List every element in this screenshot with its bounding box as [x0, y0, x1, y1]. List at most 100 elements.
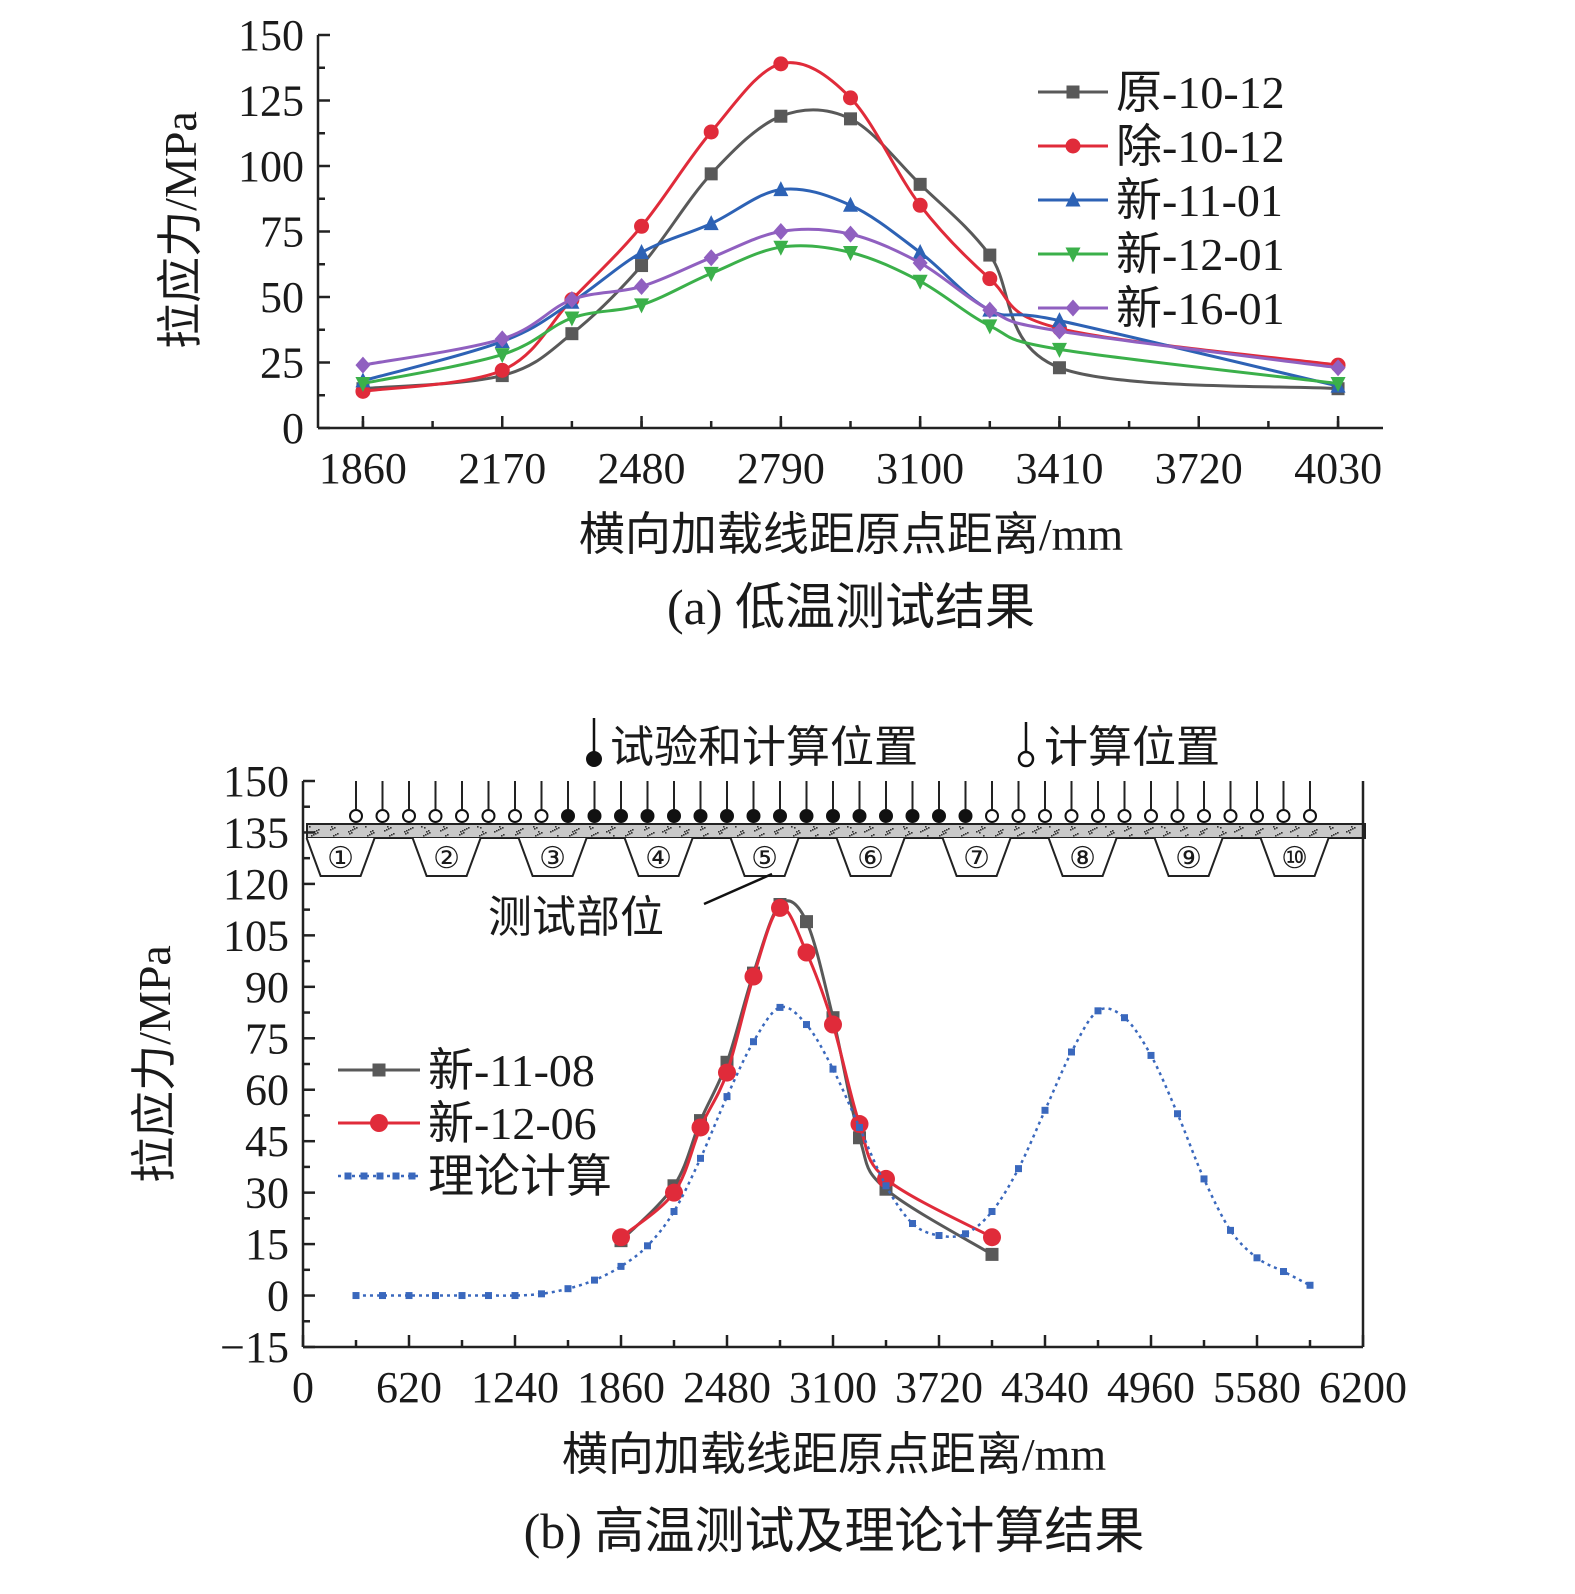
y-tick-label-a: 75	[260, 208, 304, 257]
deck-texture	[944, 830, 946, 832]
deck-texture	[408, 829, 410, 831]
deck-texture	[904, 828, 906, 830]
deck-texture	[1295, 826, 1297, 828]
deck-texture	[1072, 828, 1074, 830]
data-point-b-2-13	[697, 1154, 704, 1162]
deck-texture	[816, 827, 818, 829]
deck-texture	[1144, 831, 1146, 833]
data-point-a-3-9	[1051, 342, 1067, 358]
data-point-a-3-4	[703, 266, 719, 282]
deck-texture	[739, 834, 741, 836]
data-point-a-0-3	[635, 259, 649, 273]
calc-position-pin	[349, 809, 363, 823]
x-tick-label-b: 2480	[683, 1363, 771, 1412]
deck-texture	[679, 826, 681, 828]
x-tick-label-a: 3410	[1015, 444, 1103, 493]
calc-position-pin	[481, 809, 496, 823]
deck-texture	[1018, 827, 1020, 829]
deck-texture	[670, 827, 672, 829]
calc-position-pin	[1011, 809, 1026, 823]
test-position-pin	[932, 809, 946, 823]
deck-texture	[726, 827, 728, 829]
deck-texture	[428, 830, 430, 832]
y-tick-label-b: 60	[245, 1066, 289, 1115]
deck-texture	[1199, 834, 1201, 836]
data-point-b-2-21	[909, 1220, 916, 1228]
deck-texture	[629, 833, 631, 835]
deck-texture	[737, 835, 739, 837]
rib-label: ⑦	[963, 842, 990, 875]
deck-texture	[1332, 827, 1334, 829]
deck-texture	[1001, 832, 1003, 834]
series-a-4	[355, 223, 1346, 377]
deck-texture	[1200, 831, 1202, 833]
deck-texture	[834, 829, 836, 831]
deck-texture	[719, 833, 721, 835]
deck-texture	[778, 829, 780, 831]
deck-texture	[1014, 829, 1016, 831]
deck-texture	[887, 833, 889, 835]
deck-texture	[651, 833, 653, 835]
deck-texture	[1276, 827, 1278, 829]
deck-texture	[1180, 830, 1182, 832]
deck-texture	[406, 830, 408, 832]
deck-texture	[1201, 833, 1203, 835]
deck-texture	[903, 826, 905, 828]
deck-texture	[763, 833, 765, 835]
deck-texture	[798, 830, 800, 832]
deck-texture	[407, 832, 409, 834]
deck-texture	[684, 831, 686, 833]
y-tick-label-a: 0	[282, 404, 304, 453]
calc-position-pin	[985, 809, 999, 823]
deck-texture	[688, 829, 690, 831]
deck-texture	[847, 826, 849, 828]
data-point-a-2-4	[703, 215, 719, 231]
data-point-a-1-7	[912, 197, 928, 213]
data-point-a-1-1	[494, 362, 510, 378]
deck-texture	[720, 830, 722, 832]
data-point-b-2-7	[538, 1290, 545, 1298]
series-a-line-0	[362, 108, 1339, 391]
deck-texture	[425, 834, 427, 836]
deck-texture	[1037, 826, 1039, 828]
deck-texture	[774, 831, 776, 833]
deck-texture	[1035, 832, 1037, 834]
deck-texture	[978, 830, 980, 832]
deck-texture	[662, 831, 664, 833]
data-point-a-3-2	[564, 311, 580, 327]
deck-texture	[831, 833, 833, 835]
series-a-line-1	[362, 61, 1339, 393]
deck-texture	[759, 835, 761, 837]
deck-texture	[501, 835, 503, 837]
series-a-3	[355, 240, 1346, 392]
deck-texture	[1346, 831, 1348, 833]
legend-solid-pin-icon	[586, 751, 602, 767]
deck-texture	[461, 833, 463, 835]
x-tick-label-b: 0	[292, 1363, 314, 1412]
deck-texture	[519, 832, 521, 834]
deck-texture	[498, 829, 500, 831]
deck-texture	[908, 831, 910, 833]
deck-texture	[864, 831, 866, 833]
legend-solid-label: 试验和计算位置	[610, 723, 918, 772]
test-position-pin	[905, 809, 920, 823]
deck-texture	[927, 835, 929, 837]
deck-texture	[1165, 834, 1167, 836]
legend-marker	[1066, 85, 1080, 99]
deck-texture	[1185, 835, 1187, 837]
deck-texture	[1240, 828, 1242, 830]
y-tick-label-b: 45	[245, 1117, 289, 1166]
deck-texture	[1107, 835, 1109, 837]
deck-texture	[797, 833, 799, 835]
deck-texture	[1352, 828, 1354, 830]
deck-texture	[817, 834, 819, 836]
deck-texture	[574, 830, 576, 832]
x-tick-label-a: 1860	[319, 444, 407, 493]
deck-texture	[606, 831, 608, 833]
data-point-b-2-35	[1280, 1268, 1287, 1276]
data-point-b-2-31	[1174, 1110, 1181, 1118]
deck-texture	[735, 826, 737, 828]
deck-texture	[369, 834, 371, 836]
deck-texture	[597, 832, 599, 834]
